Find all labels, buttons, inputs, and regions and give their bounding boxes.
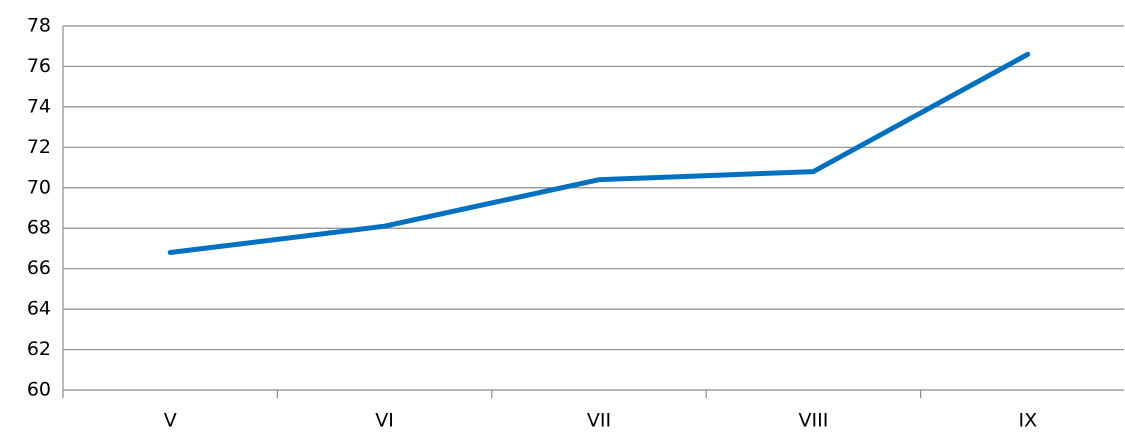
y-tick-label: 74 (27, 95, 51, 117)
y-tick-label: 62 (27, 338, 51, 360)
y-tick-label: 76 (27, 55, 51, 77)
y-tick-label: 72 (27, 136, 51, 158)
y-tick-label: 64 (27, 298, 51, 320)
y-tick-label: 78 (27, 15, 51, 37)
x-tick-label: VI (375, 410, 394, 432)
x-tick-label: IX (1018, 410, 1037, 432)
y-tick-label: 66 (27, 257, 51, 279)
x-tick-label: V (164, 410, 177, 432)
y-tick-label: 60 (27, 379, 51, 401)
x-tick-label: VIII (798, 410, 828, 432)
line (167, 51, 1031, 255)
x-tick-label: VII (587, 410, 611, 432)
y-tick-label: 68 (27, 217, 51, 239)
y-tick-label: 70 (27, 176, 51, 198)
